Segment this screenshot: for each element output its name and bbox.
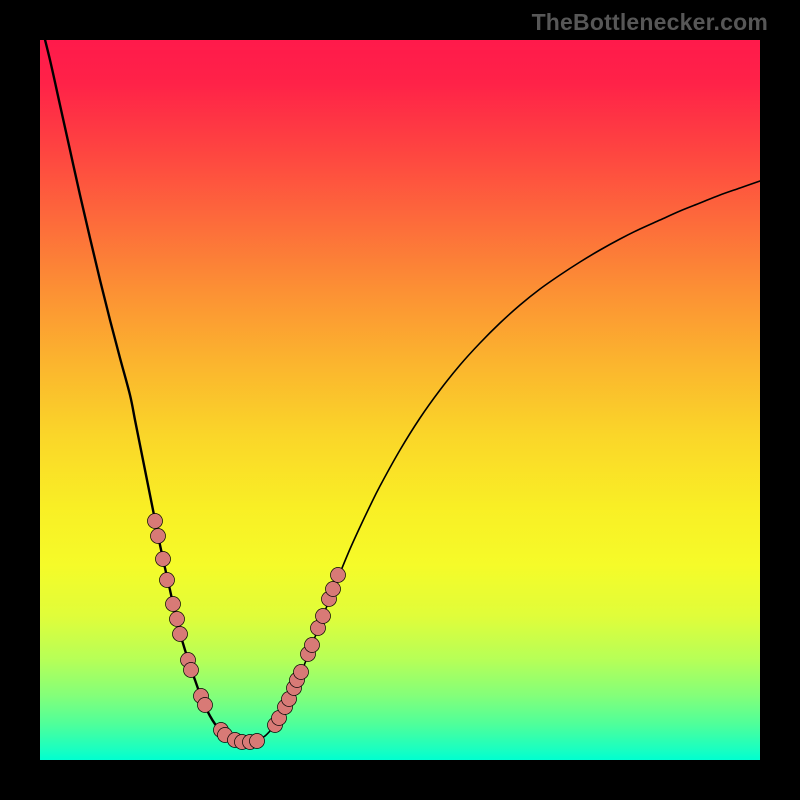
data-marker — [160, 573, 175, 588]
data-marker — [184, 663, 199, 678]
data-marker — [156, 552, 171, 567]
data-marker — [148, 514, 163, 529]
data-marker — [316, 609, 331, 624]
data-marker — [326, 582, 341, 597]
data-marker — [305, 638, 320, 653]
data-marker — [294, 665, 309, 680]
chart-root: TheBottlenecker.com — [0, 0, 800, 800]
curve-right-branch — [245, 181, 760, 742]
data-marker — [170, 612, 185, 627]
data-marker — [331, 568, 346, 583]
curve-left-branch — [40, 20, 245, 742]
data-marker — [250, 734, 265, 749]
data-marker — [173, 627, 188, 642]
curve-overlay — [0, 0, 800, 800]
marker-group — [148, 514, 346, 750]
watermark-text: TheBottlenecker.com — [532, 9, 768, 36]
data-marker — [166, 597, 181, 612]
data-marker — [198, 698, 213, 713]
plot-area — [40, 40, 760, 760]
data-marker — [151, 529, 166, 544]
